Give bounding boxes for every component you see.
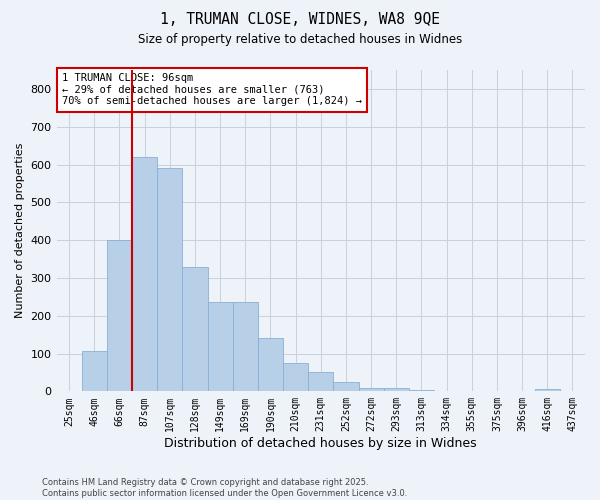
Bar xyxy=(208,302,233,392)
Bar xyxy=(334,382,359,392)
Bar xyxy=(283,363,308,392)
Bar xyxy=(258,338,283,392)
Bar xyxy=(82,351,107,392)
Bar xyxy=(535,390,560,392)
Bar xyxy=(107,240,132,392)
Bar xyxy=(308,372,334,392)
Bar xyxy=(182,266,208,392)
Bar xyxy=(157,168,182,392)
Bar xyxy=(132,157,157,392)
X-axis label: Distribution of detached houses by size in Widnes: Distribution of detached houses by size … xyxy=(164,437,477,450)
Bar xyxy=(359,388,383,392)
Bar xyxy=(409,390,434,392)
Text: 1 TRUMAN CLOSE: 96sqm
← 29% of detached houses are smaller (763)
70% of semi-det: 1 TRUMAN CLOSE: 96sqm ← 29% of detached … xyxy=(62,73,362,106)
Text: Contains HM Land Registry data © Crown copyright and database right 2025.: Contains HM Land Registry data © Crown c… xyxy=(42,478,368,487)
Text: 1, TRUMAN CLOSE, WIDNES, WA8 9QE: 1, TRUMAN CLOSE, WIDNES, WA8 9QE xyxy=(160,12,440,28)
Bar xyxy=(383,388,409,392)
Bar xyxy=(56,390,82,392)
Y-axis label: Number of detached properties: Number of detached properties xyxy=(15,143,25,318)
Text: Size of property relative to detached houses in Widnes: Size of property relative to detached ho… xyxy=(138,32,462,46)
Bar xyxy=(233,302,258,392)
Text: Contains public sector information licensed under the Open Government Licence v3: Contains public sector information licen… xyxy=(42,488,407,498)
